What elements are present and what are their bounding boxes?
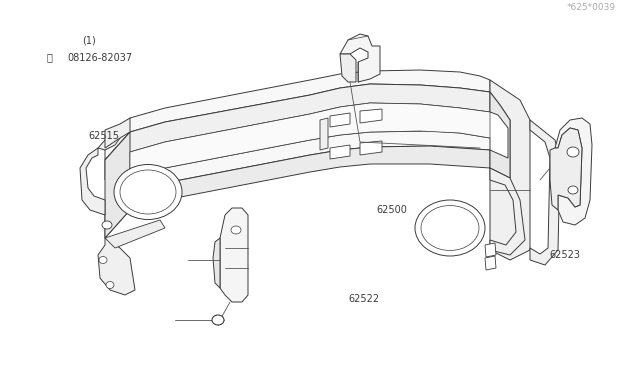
Polygon shape (340, 54, 356, 82)
Ellipse shape (106, 282, 114, 289)
Text: 62523: 62523 (549, 250, 580, 260)
Text: 62515: 62515 (88, 131, 119, 141)
Polygon shape (490, 92, 510, 178)
Polygon shape (485, 256, 496, 270)
Text: (1): (1) (82, 35, 95, 45)
Text: 62500: 62500 (376, 205, 407, 215)
Polygon shape (555, 118, 592, 225)
Polygon shape (105, 132, 130, 238)
Polygon shape (213, 238, 220, 288)
Ellipse shape (415, 200, 485, 256)
Polygon shape (98, 135, 120, 150)
Ellipse shape (231, 226, 241, 234)
Text: Ⓑ: Ⓑ (47, 53, 53, 62)
Text: 62522: 62522 (349, 295, 380, 304)
Ellipse shape (212, 315, 224, 325)
Text: *625*0039: *625*0039 (566, 3, 616, 12)
Polygon shape (330, 113, 350, 127)
Ellipse shape (99, 257, 107, 263)
Polygon shape (98, 238, 135, 295)
Polygon shape (550, 128, 582, 210)
Ellipse shape (568, 186, 578, 194)
Polygon shape (105, 118, 130, 148)
Polygon shape (330, 145, 350, 159)
Polygon shape (490, 80, 530, 260)
Polygon shape (105, 220, 165, 248)
Polygon shape (320, 118, 328, 150)
Polygon shape (105, 70, 490, 160)
Polygon shape (220, 208, 248, 302)
Polygon shape (360, 109, 382, 123)
Polygon shape (105, 146, 490, 238)
Polygon shape (105, 84, 490, 180)
Polygon shape (490, 168, 525, 255)
Polygon shape (360, 141, 382, 155)
Polygon shape (130, 103, 490, 177)
Polygon shape (80, 148, 105, 215)
Polygon shape (105, 131, 490, 220)
Ellipse shape (102, 221, 112, 229)
Text: 08126-82037: 08126-82037 (67, 53, 132, 62)
Ellipse shape (567, 147, 579, 157)
Polygon shape (530, 120, 560, 265)
Polygon shape (485, 243, 496, 257)
Polygon shape (340, 34, 380, 82)
Ellipse shape (114, 164, 182, 219)
